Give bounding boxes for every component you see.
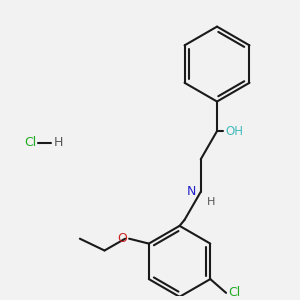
Text: Cl: Cl	[228, 286, 240, 299]
Text: O: O	[117, 232, 127, 245]
Text: OH: OH	[225, 124, 243, 138]
Text: H: H	[53, 136, 63, 149]
Text: H: H	[207, 197, 215, 207]
Text: N: N	[187, 185, 196, 198]
Text: Cl: Cl	[24, 136, 36, 149]
